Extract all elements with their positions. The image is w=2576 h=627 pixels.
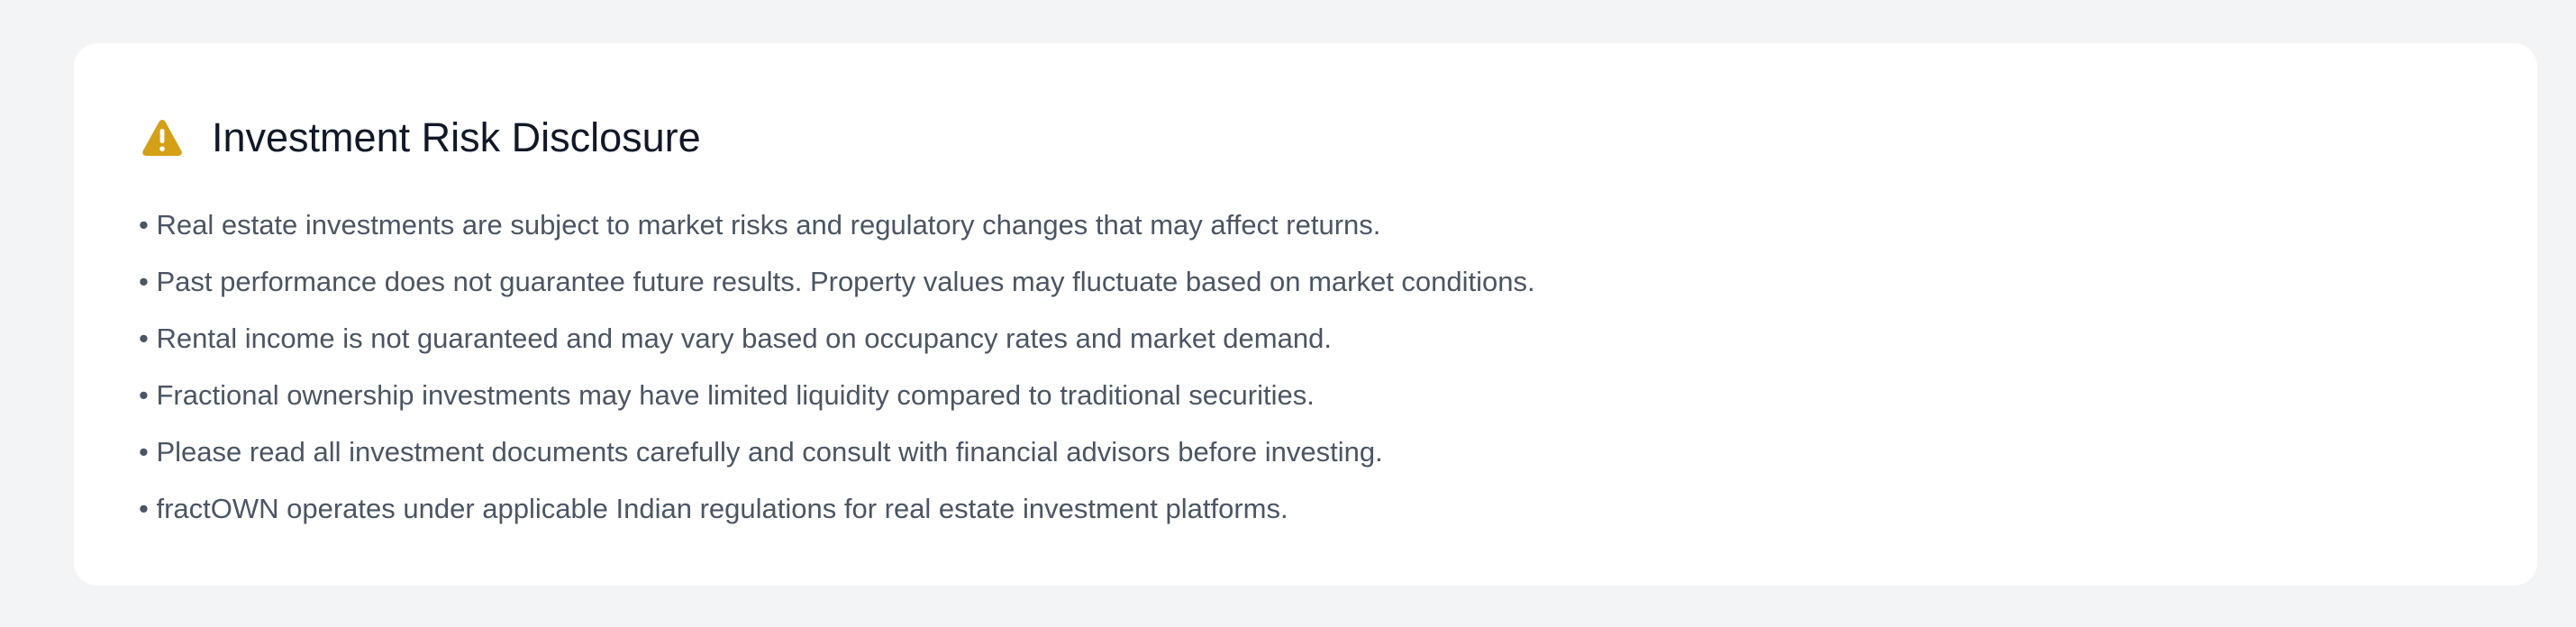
disclosure-list: • Real estate investments are subject to… [139, 196, 1535, 537]
list-item: • Real estate investments are subject to… [139, 209, 1381, 241]
disclosure-title: Investment Risk Disclosure [212, 114, 701, 160]
list-item: • Fractional ownership investments may h… [139, 379, 1315, 411]
list-item: • Past performance does not guarantee fu… [139, 266, 1535, 297]
disclosure-header: Investment Risk Disclosure [141, 108, 701, 168]
list-item: • Please read all investment documents c… [139, 436, 1383, 468]
warning-triangle-icon [141, 118, 183, 158]
list-item: • Rental income is not guaranteed and ma… [139, 323, 1332, 354]
list-item: • fractOWN operates under applicable Ind… [139, 493, 1288, 524]
risk-disclosure-card: Investment Risk Disclosure • Real estate… [74, 43, 2537, 586]
